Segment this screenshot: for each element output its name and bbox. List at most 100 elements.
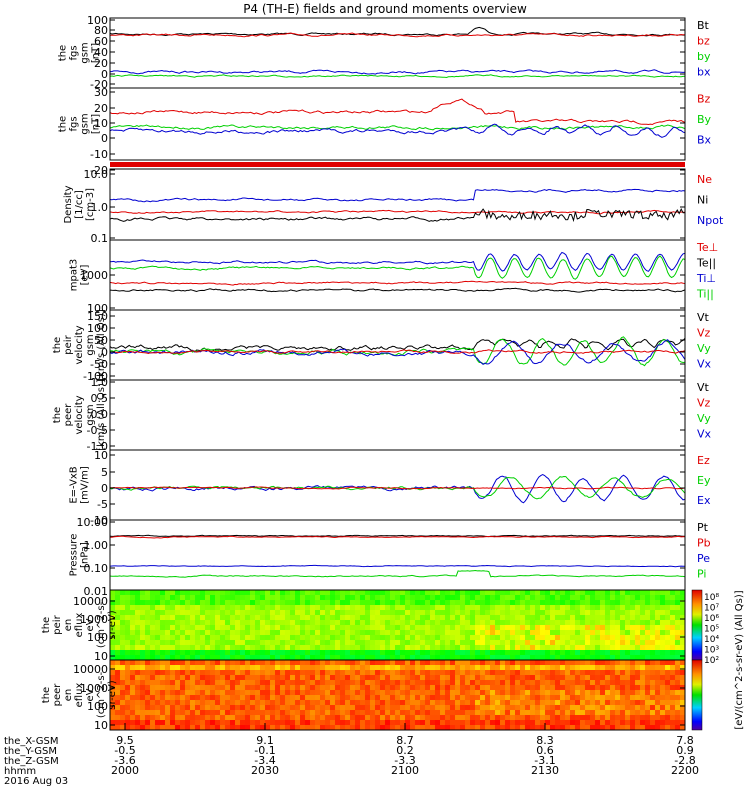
heatmap-cell: [255, 665, 261, 671]
heatmap-cell: [340, 690, 346, 696]
legend-Vt: Vt: [697, 381, 710, 394]
heatmap-cell: [430, 660, 436, 666]
heatmap-cell: [245, 625, 251, 631]
heatmap-cell: [335, 625, 341, 631]
heatmap-cell: [250, 650, 256, 656]
heatmap-cell: [170, 695, 176, 701]
heatmap-cell: [545, 620, 551, 626]
heatmap-cell: [605, 715, 611, 721]
heatmap-cell: [190, 630, 196, 636]
heatmap-cell: [460, 590, 466, 596]
heatmap-cell: [185, 590, 191, 596]
heatmap-cell: [135, 710, 141, 716]
heatmap-cell: [305, 600, 311, 606]
heatmap-cell: [430, 605, 436, 611]
heatmap-cell: [340, 685, 346, 691]
heatmap-cell: [390, 660, 396, 666]
heatmap-cell: [520, 700, 526, 706]
heatmap-cell: [195, 660, 201, 666]
heatmap-cell: [325, 695, 331, 701]
heatmap-cell: [475, 675, 481, 681]
heatmap-cell: [185, 680, 191, 686]
heatmap-cell: [470, 705, 476, 711]
heatmap-cell: [665, 725, 671, 731]
heatmap-cell: [245, 660, 251, 666]
y-tick-label: 10.00: [77, 516, 109, 529]
heatmap-cell: [650, 605, 656, 611]
y-axis-label: velocity: [74, 325, 85, 364]
heatmap-cell: [525, 680, 531, 686]
heatmap-cell: [500, 620, 506, 626]
heatmap-cell: [525, 720, 531, 726]
heatmap-cell: [230, 660, 236, 666]
heatmap-cell: [115, 635, 121, 641]
heatmap-cell: [260, 610, 266, 616]
heatmap-cell: [615, 625, 621, 631]
heatmap-cell: [450, 660, 456, 666]
heatmap-cell: [555, 640, 561, 646]
heatmap-cell: [205, 625, 211, 631]
heatmap-cell: [665, 640, 671, 646]
heatmap-cell: [675, 710, 681, 716]
heatmap-cell: [365, 725, 371, 731]
heatmap-cell: [195, 700, 201, 706]
y-axis-label: en: [63, 689, 74, 702]
heatmap-cell: [295, 630, 301, 636]
heatmap-cell: [250, 665, 256, 671]
heatmap-cell: [565, 615, 571, 621]
heatmap-cell: [280, 715, 286, 721]
heatmap-cell: [425, 625, 431, 631]
heatmap-cell: [500, 635, 506, 641]
heatmap-cell: [655, 650, 661, 656]
heatmap-cell: [265, 615, 271, 621]
heatmap-cell: [465, 635, 471, 641]
heatmap-cell: [500, 590, 506, 596]
heatmap-cell: [655, 600, 661, 606]
heatmap-cell: [125, 595, 131, 601]
heatmap-cell: [235, 725, 241, 731]
heatmap-cell: [305, 665, 311, 671]
heatmap-cell: [645, 665, 651, 671]
heatmap-cell: [185, 615, 191, 621]
heatmap-cell: [590, 670, 596, 676]
heatmap-cell: [200, 620, 206, 626]
heatmap-cell: [170, 690, 176, 696]
heatmap-cell: [575, 635, 581, 641]
heatmap-cell: [210, 675, 216, 681]
heatmap-cell: [175, 685, 181, 691]
heatmap-cell: [445, 665, 451, 671]
heatmap-cell: [560, 620, 566, 626]
heatmap-cell: [205, 690, 211, 696]
heatmap-cell: [570, 660, 576, 666]
colorbar-strip: [691, 589, 703, 661]
heatmap-cell: [560, 645, 566, 651]
heatmap-cell: [595, 615, 601, 621]
heatmap-cell: [345, 710, 351, 716]
heatmap-cell: [645, 610, 651, 616]
heatmap-cell: [430, 710, 436, 716]
heatmap-cell: [400, 665, 406, 671]
heatmap-cell: [630, 645, 636, 651]
heatmap-cell: [585, 725, 591, 731]
heatmap-cell: [305, 720, 311, 726]
heatmap-cell: [435, 615, 441, 621]
heatmap-cell: [565, 610, 571, 616]
heatmap-cell: [560, 700, 566, 706]
heatmap-cell: [245, 690, 251, 696]
heatmap-cell: [145, 650, 151, 656]
heatmap-cell: [215, 605, 221, 611]
heatmap-cell: [270, 665, 276, 671]
heatmap-cell: [325, 720, 331, 726]
heatmap-cell: [660, 680, 666, 686]
heatmap-cell: [530, 665, 536, 671]
heatmap-cell: [235, 620, 241, 626]
heatmap-cell: [610, 590, 616, 596]
heatmap-cell: [330, 665, 336, 671]
y-axis-label: [km/s (All Qs)]: [96, 379, 107, 451]
heatmap-cell: [635, 680, 641, 686]
heatmap-cell: [165, 590, 171, 596]
heatmap-cell: [360, 615, 366, 621]
heatmap-cell: [385, 625, 391, 631]
heatmap-cell: [330, 710, 336, 716]
heatmap-cell: [380, 700, 386, 706]
